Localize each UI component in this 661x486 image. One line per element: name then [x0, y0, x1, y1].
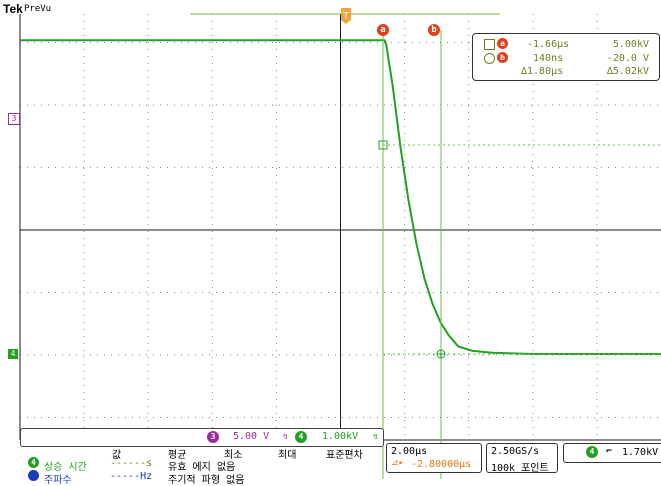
- meas-header-std: 표준편차: [326, 450, 363, 461]
- cursor-delta-value: ∆5.02kV: [606, 66, 649, 77]
- meas-row1-badge: 4: [28, 457, 39, 468]
- timebase-delay: -2.80000µs: [411, 459, 472, 470]
- sample-rate: 2.50GS/s: [491, 446, 540, 457]
- ch4-ground-marker[interactable]: 4: [8, 349, 18, 359]
- meas-row2-value: -----Hz: [110, 471, 153, 482]
- timebase-scale: 2.00µs: [391, 446, 428, 457]
- svg-text:T: T: [343, 11, 349, 22]
- meas-row1-label[interactable]: 상승 시간: [44, 462, 87, 473]
- meas-row1-note: 유효 에지 없음: [168, 462, 236, 473]
- cursor-b-marker[interactable]: [436, 349, 446, 359]
- ch3-ground-marker[interactable]: 3: [8, 113, 20, 125]
- cursor-a-square-icon: [484, 39, 495, 50]
- acquisition-mode-label: PreVu: [24, 4, 52, 14]
- trigger-level: 1.70kV: [622, 447, 659, 458]
- channel-scale-bar: 3 5.00 V ↯ 4 1.00kV ↯: [20, 428, 384, 447]
- meas-row2-badge: [28, 470, 39, 481]
- meas-row1-value: ------s: [110, 458, 153, 469]
- acquisition-panel[interactable]: 2.50GS/s 100k 포인트: [486, 443, 558, 474]
- cursor-delta-time: ∆1.80µs: [521, 66, 564, 77]
- meas-header-min: 최소: [224, 450, 243, 461]
- meas-header-value: 값: [112, 450, 122, 461]
- trigger-source-badge: 4: [586, 446, 598, 458]
- brand-logo: Tek: [3, 2, 23, 16]
- cursor-b-badge[interactable]: b: [428, 24, 440, 36]
- timebase-panel[interactable]: 2.00µs ⊿▸ -2.80000µs: [386, 443, 482, 473]
- trigger-panel[interactable]: 4 ⌐ 1.70kV: [563, 443, 661, 463]
- cursor-a-badge[interactable]: a: [377, 24, 389, 36]
- ch3-bandwidth-icon: ↯: [283, 432, 288, 441]
- cursor-b-value: -20.0 V: [606, 53, 649, 64]
- ch3-scale-value[interactable]: 5.00 V: [233, 431, 270, 442]
- cursor-a-value: 5.00kV: [612, 39, 649, 50]
- record-length: 100k 포인트: [491, 463, 549, 474]
- ch4-bandwidth-icon: ↯: [373, 432, 378, 441]
- cursor-a-time: -1.66µs: [527, 39, 570, 50]
- ch3-scale-badge[interactable]: 3: [207, 431, 219, 443]
- ch4-scale-badge[interactable]: 4: [295, 431, 307, 443]
- trigger-delay-icon: ⊿▸: [391, 458, 404, 468]
- cursor-readout-panel: a -1.66µs 5.00kV b 140ns -20.0 V ∆1.80µs…: [472, 33, 660, 81]
- cursor-a-marker[interactable]: [378, 140, 388, 150]
- cursor-b-readout-badge: b: [497, 52, 508, 63]
- trigger-position-icon[interactable]: T: [341, 8, 351, 24]
- cursor-b-time: 140ns: [533, 53, 564, 64]
- ch4-waveform: [20, 39, 661, 355]
- trigger-slope-icon: ⌐: [606, 446, 613, 457]
- measurement-table: 값 평균 최소 최대 표준편차 4 상승 시간 ------s 유효 에지 없음…: [20, 445, 382, 486]
- cursor-b-circle-icon: [484, 53, 495, 64]
- meas-header-max: 최대: [278, 450, 297, 461]
- cursor-a-readout-badge: a: [497, 38, 508, 49]
- ch4-scale-value[interactable]: 1.00kV: [322, 431, 359, 442]
- meas-header-mean: 평균: [168, 450, 187, 461]
